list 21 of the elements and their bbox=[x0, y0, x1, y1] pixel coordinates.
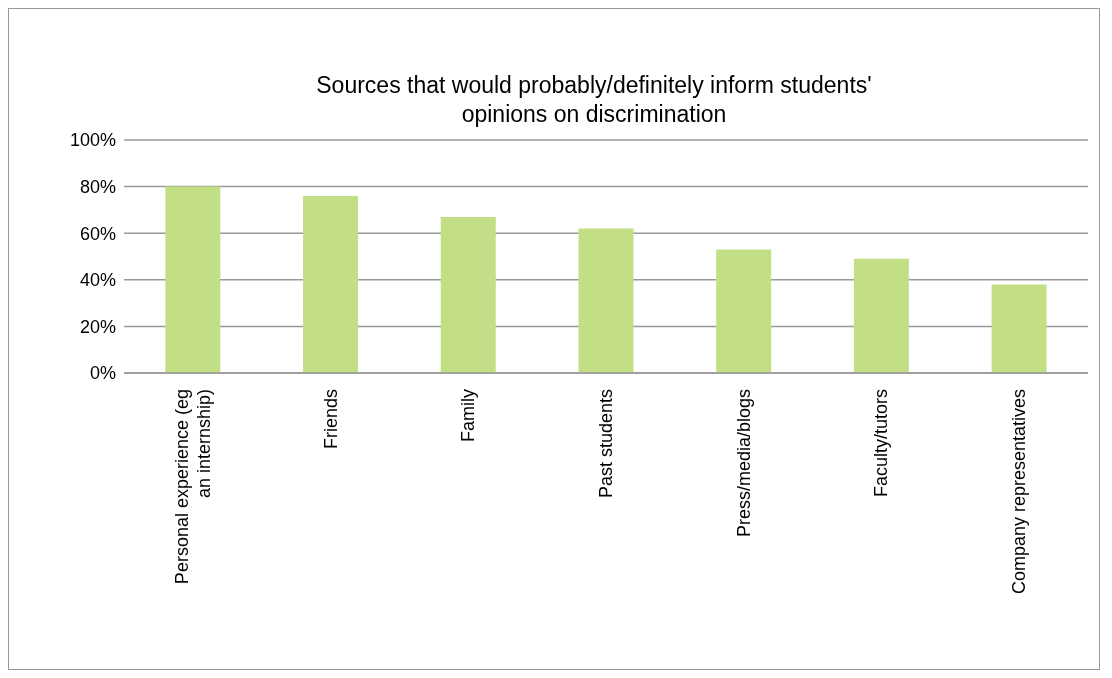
bar bbox=[716, 249, 772, 373]
y-tick-label: 80% bbox=[79, 176, 116, 197]
x-tick-label: Family bbox=[458, 389, 479, 442]
bar bbox=[165, 186, 221, 373]
y-tick-label: 60% bbox=[79, 223, 116, 244]
y-tick-label: 100% bbox=[69, 130, 116, 151]
x-tick-label: Personal experience (eg an internship) bbox=[171, 389, 214, 585]
y-tick-label: 0% bbox=[89, 363, 116, 384]
y-tick-label: 20% bbox=[79, 316, 116, 337]
bar bbox=[853, 258, 909, 373]
bar bbox=[303, 195, 359, 373]
chart-title: Sources that would probably/definitely inform students' opinions on discrimination bbox=[315, 71, 873, 129]
x-tick-label: Friends bbox=[320, 389, 341, 450]
x-tick-label: Press/media/blogs bbox=[733, 389, 754, 538]
bar bbox=[578, 228, 634, 373]
x-tick-label: Past students bbox=[596, 389, 616, 499]
bar bbox=[440, 216, 496, 373]
x-tick-label: Faculty/tutors bbox=[871, 389, 892, 498]
bar bbox=[991, 284, 1047, 373]
y-tick-label: 40% bbox=[79, 270, 116, 291]
x-tick-label: Company representatives bbox=[1009, 389, 1030, 595]
